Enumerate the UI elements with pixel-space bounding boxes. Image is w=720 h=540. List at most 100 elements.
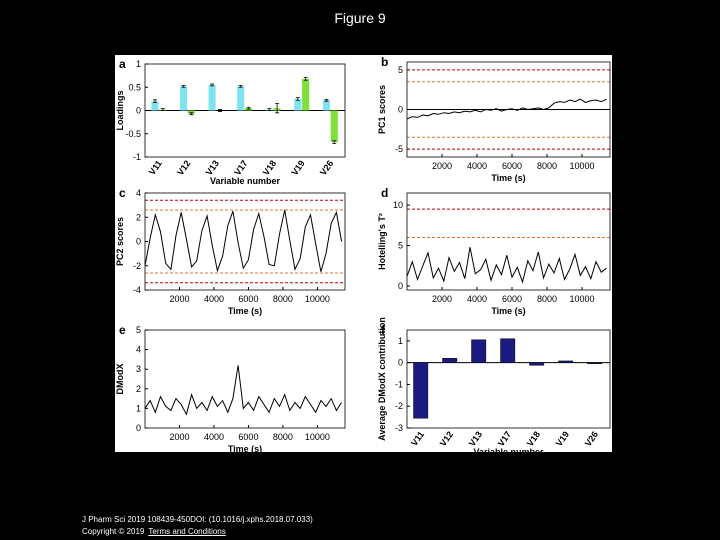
panel-label: e (119, 323, 126, 337)
bar (413, 362, 429, 419)
x-tick-label: 4000 (204, 294, 224, 304)
y-tick-label: -5 (395, 144, 403, 154)
x-axis-label: Time (s) (228, 444, 262, 454)
bar (529, 362, 545, 366)
bar (330, 110, 338, 143)
bar (471, 339, 487, 363)
footer: J Pharm Sci 2019 108439-450DOI: (10.1016… (82, 514, 313, 538)
citation: J Pharm Sci 2019 108439-450DOI: (10.1016… (82, 515, 313, 524)
error-bar (267, 108, 272, 111)
x-tick-label: 10000 (569, 294, 594, 304)
copyright-line: Copyright © 2019 Terms and Conditions (82, 526, 313, 538)
y-tick-label: 5 (398, 241, 403, 251)
y-tick-label: -2 (395, 401, 403, 411)
x-tick-label: 2000 (432, 161, 452, 171)
y-tick-label: 4 (136, 188, 141, 198)
x-tick-label: 10000 (305, 432, 330, 442)
x-tick-label: 4000 (467, 161, 487, 171)
y-tick-label: 0 (136, 423, 141, 433)
plot-frame (144, 63, 346, 158)
y-tick-label: 0.5 (128, 82, 141, 92)
y-axis-label: PC1 scores (377, 85, 387, 134)
error-bar (295, 97, 300, 101)
plot-frame (144, 192, 346, 291)
y-tick-label: 5 (398, 65, 403, 75)
y-axis-label: DModX (115, 364, 125, 395)
y-tick-label: 0 (136, 106, 141, 116)
plot-frame (406, 329, 611, 429)
error-bar (238, 84, 243, 88)
error-bar (275, 103, 280, 114)
y-axis-label: Loadings (115, 91, 125, 131)
x-tick-label: 10000 (569, 161, 594, 171)
y-tick-label: -3 (395, 423, 403, 433)
bar (442, 358, 458, 363)
plot-frame (406, 192, 611, 291)
x-axis-label: Time (s) (491, 173, 525, 183)
x-tick-label: 6000 (502, 161, 522, 171)
panel-label: d (381, 186, 388, 200)
plot-frame (406, 61, 611, 158)
x-tick-label: 6000 (238, 294, 258, 304)
y-tick-label: -1 (395, 379, 403, 389)
y-tick-label: -0.5 (125, 129, 141, 139)
y-tick-label: 2 (136, 212, 141, 222)
series-line (407, 98, 607, 120)
series-line (407, 247, 607, 284)
panel-label: f (381, 323, 386, 337)
panel-label: b (381, 55, 388, 69)
bar (187, 110, 195, 114)
bar (180, 86, 188, 111)
bar (294, 98, 302, 111)
x-tick-label: 8000 (537, 161, 557, 171)
series-line (145, 365, 343, 416)
error-bar (246, 106, 251, 110)
x-tick-label: 10000 (305, 294, 330, 304)
bar (500, 338, 516, 363)
error-bar (332, 140, 337, 144)
slide-title: Figure 9 (334, 10, 386, 26)
bar (558, 360, 574, 363)
y-tick-label: 1 (136, 59, 141, 69)
error-bar (210, 83, 215, 87)
x-tick-label: 8000 (273, 294, 293, 304)
y-tick-label: -2 (133, 261, 141, 271)
bar (237, 86, 245, 111)
y-tick-label: 0 (398, 281, 403, 291)
y-tick-label: -1 (133, 152, 141, 162)
y-tick-label: 2 (136, 384, 141, 394)
y-tick-label: 0 (136, 237, 141, 247)
x-tick-label: 2000 (432, 294, 452, 304)
terms-link[interactable]: Terms and Conditions (148, 527, 226, 536)
plot-frame (144, 329, 346, 429)
error-bar (324, 98, 329, 102)
x-axis-label: Time (s) (491, 306, 525, 316)
bar (151, 101, 159, 111)
x-axis-label: Time (s) (228, 306, 262, 316)
x-tick-label: 4000 (204, 432, 224, 442)
x-tick-label: 6000 (502, 294, 522, 304)
x-tick-label: 6000 (238, 432, 258, 442)
series-line (145, 209, 343, 273)
error-bar (217, 109, 222, 112)
y-tick-label: 5 (136, 325, 141, 335)
bar (208, 84, 216, 111)
copyright: Copyright © 2019 (82, 527, 145, 536)
panel-label: c (119, 186, 126, 200)
x-tick-label: 4000 (467, 294, 487, 304)
y-tick-label: -4 (133, 285, 141, 295)
x-tick-label: 8000 (273, 432, 293, 442)
y-tick-label: 3 (136, 364, 141, 374)
error-bar (181, 84, 186, 88)
y-axis-label: Hotelling's T² (377, 213, 387, 270)
y-tick-label: 0 (398, 358, 403, 368)
x-tick-label: 8000 (537, 294, 557, 304)
y-axis-label: PC2 scores (115, 217, 125, 266)
error-bar (152, 99, 157, 103)
y-tick-label: 10 (393, 200, 403, 210)
error-bar (189, 112, 194, 116)
x-tick-label: 2000 (169, 294, 189, 304)
bar (302, 78, 310, 111)
